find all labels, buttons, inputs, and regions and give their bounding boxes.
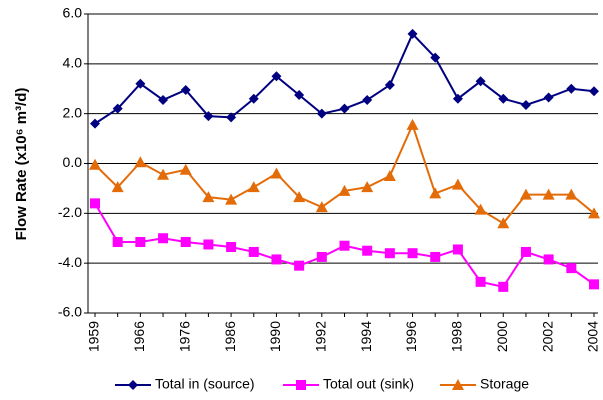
data-point bbox=[589, 86, 599, 97]
x-tick-label: 1959 bbox=[86, 321, 102, 352]
data-point bbox=[384, 248, 395, 259]
data-point bbox=[429, 187, 442, 199]
y-tick-label: -6.0 bbox=[58, 304, 82, 320]
data-point bbox=[361, 181, 374, 193]
data-point bbox=[406, 118, 419, 130]
y-axis-title: Flow Rate (x10⁶ m³/d) bbox=[13, 88, 30, 241]
data-point bbox=[180, 84, 191, 95]
x-tick-label: 2004 bbox=[585, 321, 601, 352]
data-point bbox=[362, 94, 373, 105]
x-tick-label: 2000 bbox=[494, 321, 510, 352]
x-tick-label: 1986 bbox=[222, 321, 238, 352]
legend-label: Total in (source) bbox=[155, 376, 255, 392]
legend-marker bbox=[128, 380, 138, 390]
x-tick-label: 2002 bbox=[539, 321, 555, 352]
data-point bbox=[588, 207, 600, 219]
data-point bbox=[338, 184, 351, 196]
data-point bbox=[248, 93, 259, 104]
data-point bbox=[247, 181, 260, 193]
data-point bbox=[452, 93, 463, 104]
data-point bbox=[111, 181, 124, 193]
data-point bbox=[271, 71, 282, 82]
data-point bbox=[135, 236, 146, 247]
data-point bbox=[451, 178, 464, 190]
data-point bbox=[316, 251, 327, 262]
data-point bbox=[135, 78, 146, 89]
data-point bbox=[520, 99, 531, 110]
data-point bbox=[203, 111, 214, 122]
data-point bbox=[134, 156, 147, 168]
data-point bbox=[475, 76, 486, 87]
data-point bbox=[158, 94, 169, 105]
data-point bbox=[498, 281, 509, 292]
data-point bbox=[112, 103, 123, 114]
data-point bbox=[407, 248, 418, 259]
data-point bbox=[519, 188, 532, 200]
x-tick-label: 1990 bbox=[267, 321, 283, 352]
x-tick-label: 1998 bbox=[449, 321, 465, 352]
data-point bbox=[430, 52, 441, 63]
data-point bbox=[498, 93, 509, 104]
legend-label: Total out (sink) bbox=[323, 376, 414, 392]
y-tick-label: 0.0 bbox=[63, 154, 83, 170]
data-point bbox=[294, 260, 305, 271]
x-tick-label: 1992 bbox=[313, 321, 329, 352]
data-point bbox=[225, 193, 238, 205]
data-point bbox=[293, 191, 306, 203]
series-line bbox=[94, 122, 595, 225]
data-point bbox=[271, 254, 282, 265]
data-point bbox=[226, 241, 237, 252]
data-point bbox=[158, 233, 169, 244]
x-tick-label: 1994 bbox=[358, 321, 374, 352]
legend-label: Storage bbox=[480, 376, 529, 392]
x-tick-label: 1966 bbox=[131, 321, 147, 352]
x-tick-label: 1996 bbox=[403, 321, 419, 352]
data-point bbox=[589, 279, 599, 290]
data-point bbox=[384, 80, 395, 91]
x-tick-label: 1976 bbox=[176, 321, 192, 352]
data-point bbox=[497, 217, 510, 229]
data-point bbox=[566, 83, 577, 94]
data-point bbox=[90, 118, 100, 129]
data-point bbox=[383, 169, 396, 181]
y-tick-label: -2.0 bbox=[58, 204, 82, 220]
legend-marker bbox=[452, 379, 464, 390]
data-point bbox=[474, 203, 487, 215]
data-point bbox=[316, 108, 327, 119]
legend-marker bbox=[296, 380, 306, 390]
y-tick-label: 6.0 bbox=[63, 5, 83, 21]
data-point bbox=[543, 254, 554, 265]
data-point bbox=[157, 168, 170, 180]
data-point bbox=[270, 167, 283, 179]
data-point bbox=[90, 198, 100, 209]
data-point bbox=[202, 191, 215, 203]
data-point bbox=[543, 92, 554, 103]
data-point bbox=[565, 188, 578, 200]
data-point bbox=[339, 240, 350, 251]
data-point bbox=[542, 188, 555, 200]
data-point bbox=[89, 158, 101, 170]
y-tick-label: 4.0 bbox=[63, 55, 83, 71]
y-tick-label: 2.0 bbox=[63, 104, 83, 120]
data-point bbox=[407, 28, 418, 39]
data-point bbox=[430, 251, 441, 262]
data-point bbox=[226, 112, 237, 123]
data-point bbox=[520, 246, 531, 257]
y-tick-label: -4.0 bbox=[58, 254, 82, 270]
data-point bbox=[339, 103, 350, 114]
data-point bbox=[362, 245, 373, 256]
data-point bbox=[475, 276, 486, 287]
data-point bbox=[315, 201, 328, 213]
data-point bbox=[566, 263, 577, 274]
data-point bbox=[179, 163, 192, 175]
data-point bbox=[112, 236, 123, 247]
data-point bbox=[180, 236, 191, 247]
data-point bbox=[248, 246, 259, 257]
data-point bbox=[452, 244, 463, 255]
data-point bbox=[203, 239, 214, 250]
data-point bbox=[294, 89, 305, 100]
